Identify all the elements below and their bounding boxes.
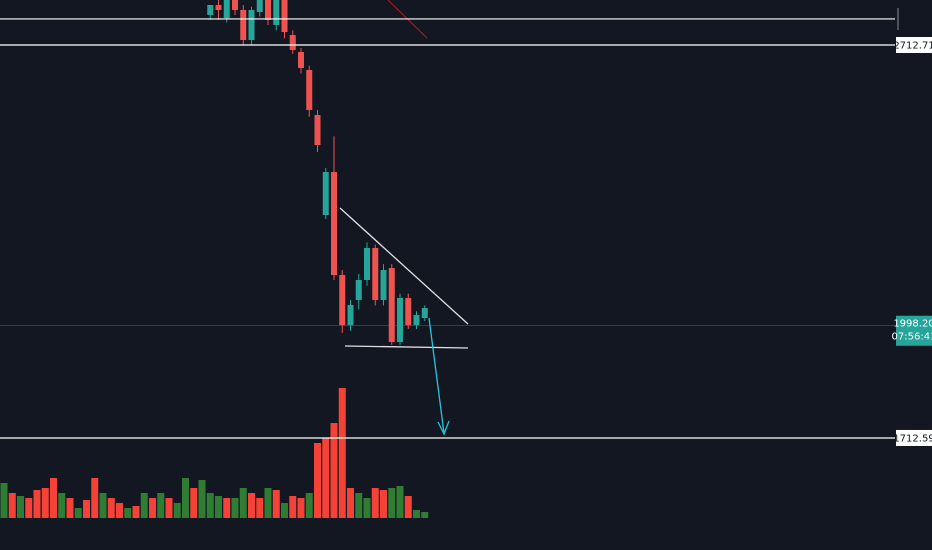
volume-bar <box>74 508 82 518</box>
volume-bar <box>289 496 297 518</box>
candle-body <box>248 9 255 41</box>
volume-bar <box>33 490 41 518</box>
volume-bar <box>165 498 173 518</box>
volume-bar <box>124 508 132 518</box>
triangle-lower <box>344 345 469 349</box>
volume-bar <box>140 493 148 518</box>
volume-bar <box>91 478 99 518</box>
candle-body <box>232 0 238 10</box>
candle-body <box>207 4 214 15</box>
volume-bar <box>239 488 247 518</box>
candle-body <box>223 0 230 18</box>
volume-bar <box>330 423 338 518</box>
volume-bar <box>149 498 156 518</box>
volume-bar <box>297 498 305 518</box>
level-label: 1712.59 <box>893 433 932 444</box>
projection-arrow <box>428 317 445 434</box>
volume-bar <box>41 488 49 518</box>
candle-body <box>380 270 387 301</box>
candle-body <box>215 4 222 10</box>
triangle-upper <box>339 207 469 325</box>
volume-bar <box>182 478 189 518</box>
volume-bar <box>281 503 288 518</box>
volume-bar <box>17 496 24 518</box>
candle-body <box>298 51 304 69</box>
volume-bar <box>206 493 214 518</box>
volume-bar <box>413 510 420 518</box>
volume-bar <box>107 498 115 518</box>
volume-bar <box>132 506 140 518</box>
volume-bar <box>272 490 280 518</box>
volume-bar <box>83 500 90 518</box>
volume-bar <box>248 493 255 518</box>
volume-bar <box>396 486 404 518</box>
candle-body <box>421 308 428 319</box>
arrow-head <box>437 420 450 436</box>
volume-bar <box>404 496 412 518</box>
level-label: 2712.71 <box>893 40 932 51</box>
volume-bar <box>363 498 371 518</box>
volume-bar <box>223 498 231 518</box>
volume-bar <box>116 503 123 518</box>
volume-bar <box>231 498 239 518</box>
volume-bar <box>314 443 321 518</box>
candle-body <box>306 69 313 110</box>
volume-bar <box>380 490 387 518</box>
volume-bar <box>157 493 165 518</box>
candle-body <box>265 0 271 21</box>
candle-body <box>314 115 321 145</box>
candle-body <box>339 275 346 326</box>
volume-bar <box>99 493 107 518</box>
series <box>0 0 429 518</box>
candle-body <box>405 298 412 326</box>
candle-body <box>322 171 329 216</box>
volume-bar <box>322 438 330 518</box>
candle-body <box>256 0 263 12</box>
volume-bar <box>50 478 57 518</box>
volume-bar <box>66 498 74 518</box>
candle-body <box>273 0 280 25</box>
level-label-box <box>896 36 932 53</box>
last-price-label: 1998.20 <box>893 319 932 330</box>
candle-body <box>397 298 403 343</box>
volume-bar <box>58 493 66 518</box>
candle-body <box>372 248 379 301</box>
volume-bar <box>256 498 264 518</box>
volume-bar <box>198 480 206 518</box>
last-price-box <box>896 315 932 346</box>
volume-bar <box>421 512 429 518</box>
candle-body <box>347 305 354 326</box>
volume-bar <box>264 488 272 518</box>
volume-bar <box>347 488 354 518</box>
volume-bar <box>190 488 198 518</box>
volume-bar <box>388 488 396 518</box>
candle-body <box>289 35 296 50</box>
candle-body <box>331 171 337 276</box>
volume-bar <box>371 488 379 518</box>
candle-body <box>388 268 395 343</box>
volume-bar <box>25 498 33 518</box>
volume-bar <box>305 493 313 518</box>
volume-bar <box>173 503 181 518</box>
candle-body <box>364 248 370 281</box>
volume-bar <box>8 493 16 518</box>
volume-bar <box>0 483 8 518</box>
candle-body <box>240 9 247 41</box>
candle-body <box>355 280 362 301</box>
volume-bar <box>215 496 222 518</box>
candle-body <box>281 0 288 32</box>
volume-bar <box>338 388 346 518</box>
level-label-box <box>896 429 932 446</box>
candle-body <box>413 315 420 326</box>
volume-bar <box>355 493 363 518</box>
countdown-label: 07:56:41 <box>892 332 932 343</box>
